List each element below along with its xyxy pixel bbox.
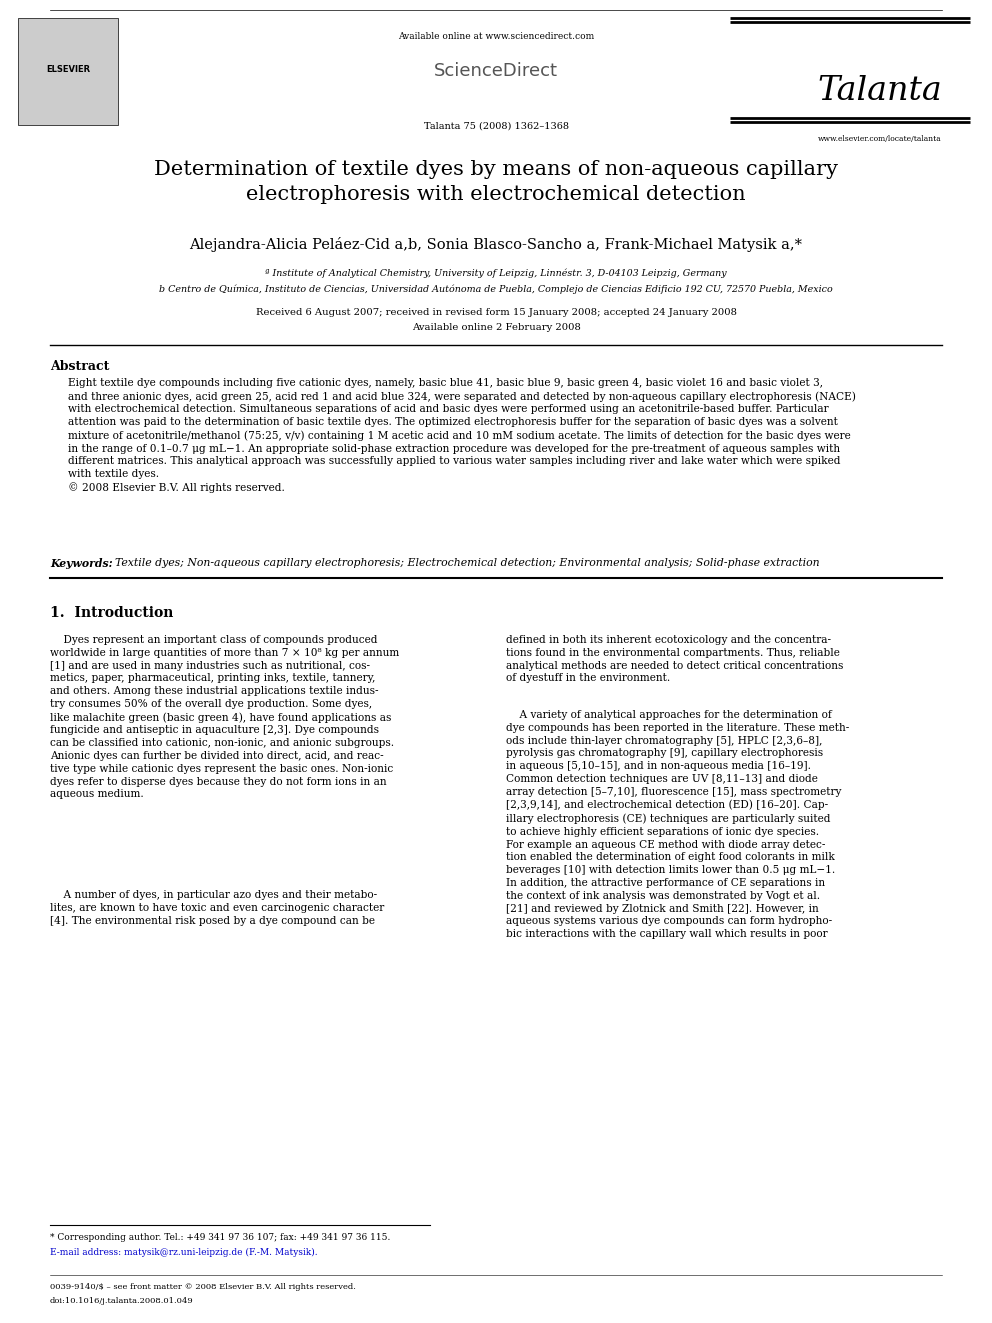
Text: ELSEVIER: ELSEVIER bbox=[46, 66, 90, 74]
Text: 1.  Introduction: 1. Introduction bbox=[50, 606, 174, 620]
Text: Available online at www.sciencedirect.com: Available online at www.sciencedirect.co… bbox=[398, 32, 594, 41]
Text: ScienceDirect: ScienceDirect bbox=[434, 62, 558, 79]
Text: Keywords:: Keywords: bbox=[50, 558, 113, 569]
Text: Textile dyes; Non-aqueous capillary electrophoresis; Electrochemical detection; : Textile dyes; Non-aqueous capillary elec… bbox=[115, 558, 819, 568]
Text: doi:10.1016/j.talanta.2008.01.049: doi:10.1016/j.talanta.2008.01.049 bbox=[50, 1297, 193, 1304]
Text: A number of dyes, in particular azo dyes and their metabo-
lites, are known to h: A number of dyes, in particular azo dyes… bbox=[50, 890, 384, 926]
Text: Alejandra-Alicia Peláez-Cid a,b, Sonia Blasco-Sancho a, Frank-Michael Matysik a,: Alejandra-Alicia Peláez-Cid a,b, Sonia B… bbox=[189, 237, 803, 251]
Text: Determination of textile dyes by means of non-aqueous capillary
electrophoresis : Determination of textile dyes by means o… bbox=[154, 160, 838, 204]
Text: defined in both its inherent ecotoxicology and the concentra-
tions found in the: defined in both its inherent ecotoxicolo… bbox=[506, 635, 843, 684]
Text: * Corresponding author. Tel.: +49 341 97 36 107; fax: +49 341 97 36 115.: * Corresponding author. Tel.: +49 341 97… bbox=[50, 1233, 391, 1242]
Text: 0039-9140/$ – see front matter © 2008 Elsevier B.V. All rights reserved.: 0039-9140/$ – see front matter © 2008 El… bbox=[50, 1283, 356, 1291]
Text: ª Institute of Analytical Chemistry, University of Leipzig, Linnéstr. 3, D-04103: ª Institute of Analytical Chemistry, Uni… bbox=[265, 269, 727, 278]
Text: Talanta 75 (2008) 1362–1368: Talanta 75 (2008) 1362–1368 bbox=[424, 122, 568, 131]
Text: Dyes represent an important class of compounds produced
worldwide in large quant: Dyes represent an important class of com… bbox=[50, 635, 399, 799]
Bar bbox=[18, 19, 118, 124]
Text: E-mail address: matysik@rz.uni-leipzig.de (F.-M. Matysik).: E-mail address: matysik@rz.uni-leipzig.d… bbox=[50, 1248, 317, 1257]
Text: Talanta: Talanta bbox=[817, 75, 942, 107]
Text: Received 6 August 2007; received in revised form 15 January 2008; accepted 24 Ja: Received 6 August 2007; received in revi… bbox=[256, 308, 736, 318]
Text: Eight textile dye compounds including five cationic dyes, namely, basic blue 41,: Eight textile dye compounds including fi… bbox=[68, 378, 856, 493]
Text: Available online 2 February 2008: Available online 2 February 2008 bbox=[412, 323, 580, 332]
Text: b Centro de Química, Instituto de Ciencias, Universidad Autónoma de Puebla, Comp: b Centro de Química, Instituto de Cienci… bbox=[159, 284, 833, 294]
Text: A variety of analytical approaches for the determination of
dye compounds has be: A variety of analytical approaches for t… bbox=[506, 710, 849, 939]
Text: www.elsevier.com/locate/talanta: www.elsevier.com/locate/talanta bbox=[818, 135, 941, 143]
Text: Abstract: Abstract bbox=[50, 360, 109, 373]
